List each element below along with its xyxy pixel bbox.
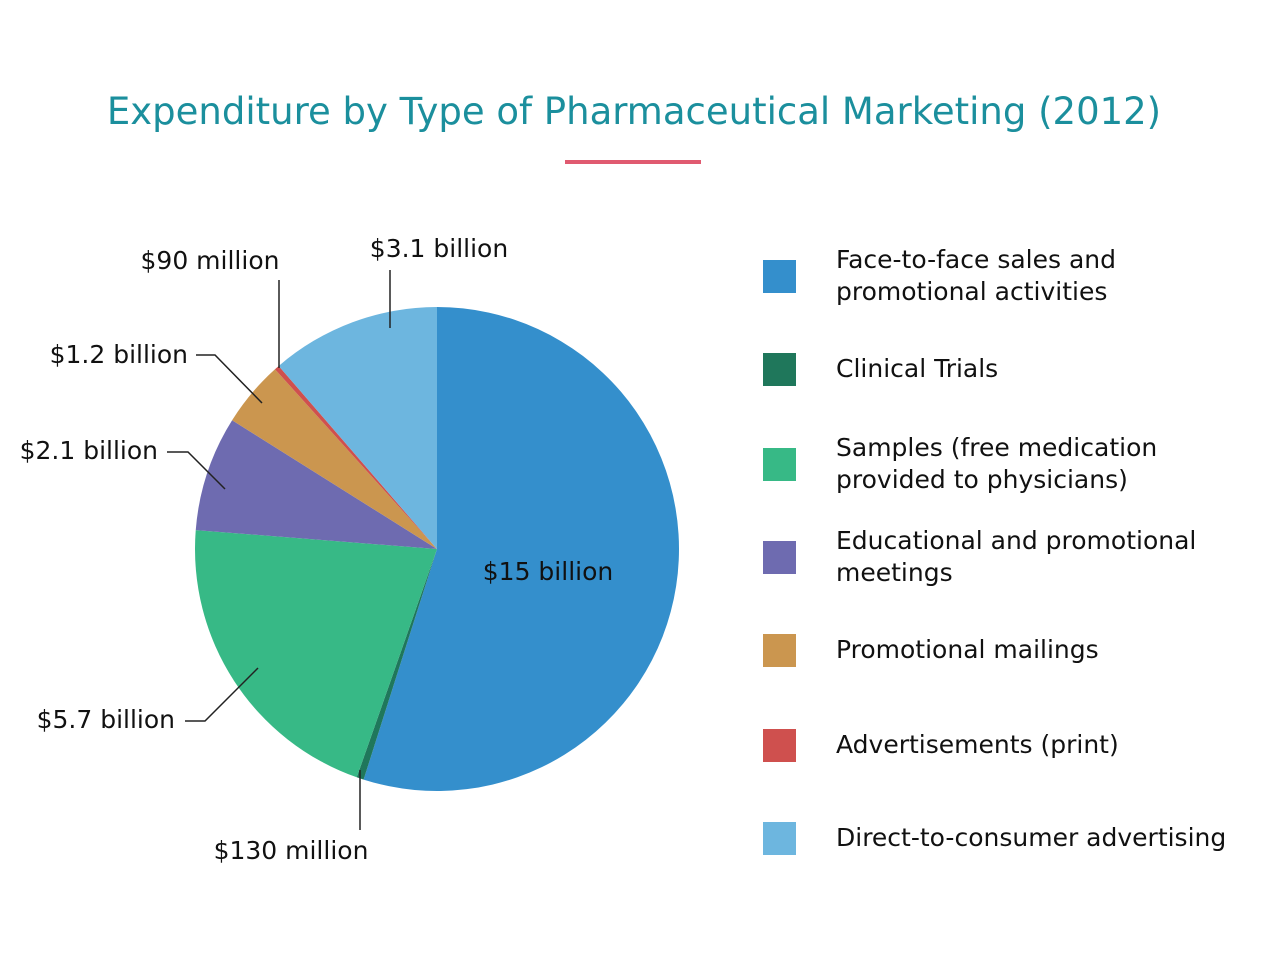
legend-item: Direct-to-consumer advertising: [763, 822, 1226, 855]
data-label: $90 million: [141, 246, 280, 275]
data-label: $1.2 billion: [50, 340, 188, 369]
pie-slice: [195, 530, 437, 778]
legend-label-line: promotional activities: [836, 277, 1108, 306]
legend-label-line: Clinical Trials: [836, 354, 999, 383]
data-label: $2.1 billion: [20, 436, 158, 465]
legend-label: Samples (free medication provided to phys…: [836, 432, 1256, 496]
legend-label: Promotional mailings: [836, 634, 1256, 666]
legend-label-line: Direct-to-consumer advertising: [836, 823, 1227, 852]
legend-item: Clinical Trials: [763, 353, 998, 386]
pie-slice: [232, 369, 437, 549]
legend-label-line: Educational and promotional: [836, 526, 1197, 555]
pie-slice: [274, 365, 437, 549]
legend-swatch: [763, 448, 796, 481]
legend-item: Promotional mailings: [763, 634, 1099, 667]
pie-slice: [356, 549, 437, 780]
legend-label: Direct-to-consumer advertising: [836, 822, 1256, 854]
legend-label-line: Promotional mailings: [836, 635, 1099, 664]
data-label: $5.7 billion: [37, 705, 175, 734]
pie-slice: [278, 307, 437, 549]
legend-swatch: [763, 353, 796, 386]
pie-slice: [363, 307, 679, 792]
legend-label: Clinical Trials: [836, 353, 1256, 385]
legend-item: Educational and promotional meetings: [763, 526, 1196, 587]
legend-label-line: Samples (free medication: [836, 433, 1158, 462]
legend-item: Advertisements (print): [763, 729, 1119, 762]
chart-title: Expenditure by Type of Pharmaceutical Ma…: [106, 90, 1162, 133]
legend-item: Face-to-face sales and promotional activi…: [763, 245, 1116, 306]
pie-chart: $15 billion $130 million $5.7 billion $2.1 …: [20, 234, 679, 865]
legend-label: Face-to-face sales and promotional activi…: [836, 244, 1256, 308]
legend-label: Advertisements (print): [836, 729, 1256, 761]
legend-label-line: Face-to-face sales and: [836, 245, 1117, 274]
title-underline: [565, 160, 701, 164]
legend-swatch: [763, 729, 796, 762]
data-label: $15 billion: [483, 557, 613, 586]
leader-line: [196, 354, 263, 404]
legend-swatch: [763, 260, 796, 293]
legend-label-line: meetings: [836, 558, 953, 587]
legend-swatch: [763, 822, 796, 855]
pie-slice: [195, 420, 437, 549]
legend-label-line: provided to physicians): [836, 465, 1128, 494]
legend-swatch: [763, 541, 796, 574]
legend-label: Educational and promotional meetings: [836, 525, 1256, 589]
data-label: $130 million: [214, 836, 369, 865]
leader-line: [167, 451, 226, 490]
data-label: $3.1 billion: [370, 234, 508, 263]
legend-swatch: [763, 634, 796, 667]
legend-item: Samples (free medication provided to phys…: [763, 433, 1157, 494]
leader-line: [185, 667, 259, 722]
legend-label-line: Advertisements (print): [836, 730, 1119, 759]
